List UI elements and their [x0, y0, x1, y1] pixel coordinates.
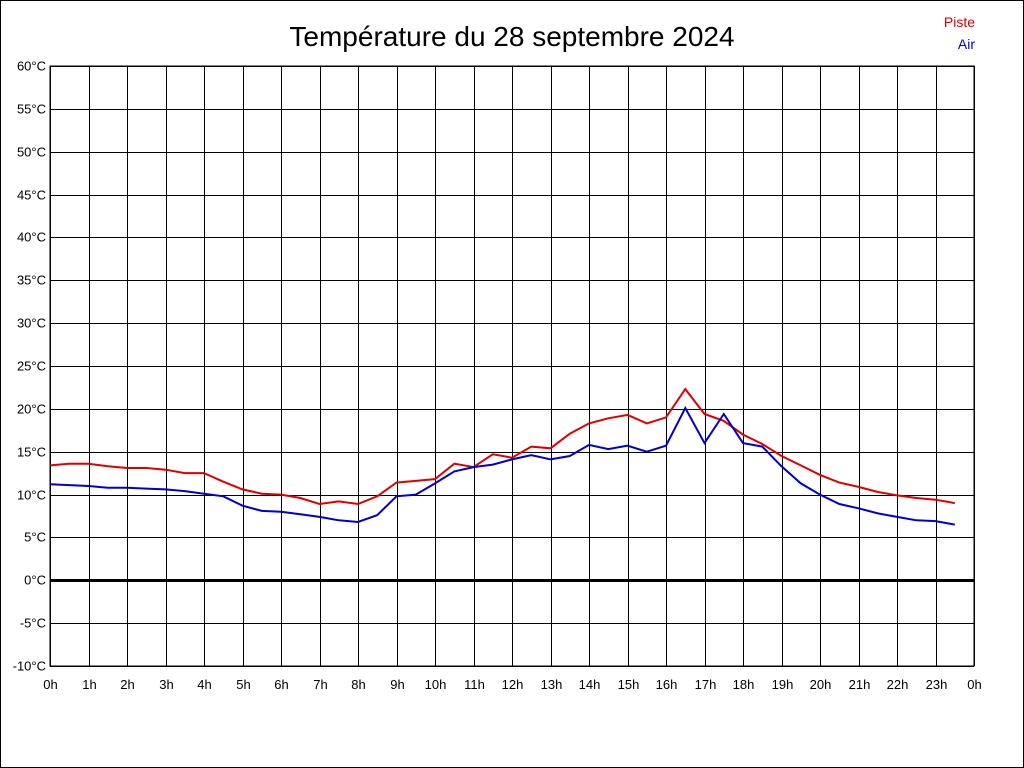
y-tick-label: 50°C — [17, 145, 46, 160]
series-line-piste — [49, 387, 955, 506]
legend-entry-piste: Piste — [944, 14, 975, 30]
x-tick-label: 13h — [541, 677, 563, 692]
x-tick-label: 4h — [197, 677, 211, 692]
x-tick-label: 9h — [390, 677, 404, 692]
x-tick-label: 17h — [695, 677, 717, 692]
x-tick-label: 2h — [120, 677, 134, 692]
x-tick-label: 3h — [159, 677, 173, 692]
chart-title: Température du 28 septembre 2024 — [289, 21, 734, 52]
x-tick-label: 6h — [274, 677, 288, 692]
y-tick-label: 15°C — [17, 445, 46, 460]
x-tick-label: 16h — [656, 677, 678, 692]
x-axis-ticks: 0h 1h 2h 3h 4h 5h 6h 7h 8h 9h 10h 11h 12h 13h 14h 15h 16… — [43, 677, 981, 692]
grid — [49, 65, 975, 667]
y-axis-ticks: 60°C 55°C 50°C 45°C 40°C 35°C 30°C 25°C 20°C 15°C… — [13, 59, 46, 674]
y-tick-label: -10°C — [13, 659, 46, 674]
x-tick-label: 0h — [967, 677, 981, 692]
x-tick-label: 7h — [313, 677, 327, 692]
x-tick-label: 23h — [926, 677, 948, 692]
y-tick-label: -5°C — [20, 616, 46, 631]
x-tick-label: 8h — [351, 677, 365, 692]
y-tick-label: 5°C — [24, 530, 46, 545]
y-tick-label: 25°C — [17, 359, 46, 374]
x-tick-label: 0h — [43, 677, 57, 692]
x-tick-label: 14h — [579, 677, 601, 692]
series-line-air — [49, 405, 955, 526]
x-tick-label: 5h — [236, 677, 250, 692]
x-tick-label: 18h — [733, 677, 755, 692]
legend-entry-air: Air — [958, 36, 975, 52]
x-tick-label: 15h — [618, 677, 640, 692]
y-tick-label: 30°C — [17, 316, 46, 331]
y-tick-label: 45°C — [17, 188, 46, 203]
y-tick-label: 60°C — [17, 59, 46, 74]
y-tick-label: 0°C — [24, 573, 46, 588]
x-tick-label: 10h — [425, 677, 447, 692]
y-tick-label: 20°C — [17, 402, 46, 417]
y-tick-label: 40°C — [17, 230, 46, 245]
x-tick-label: 22h — [887, 677, 909, 692]
y-tick-label: 55°C — [17, 102, 46, 117]
x-tick-label: 19h — [772, 677, 794, 692]
x-tick-label: 21h — [849, 677, 871, 692]
x-tick-label: 20h — [810, 677, 832, 692]
x-tick-label: 1h — [82, 677, 96, 692]
legend: Piste Air — [944, 14, 975, 52]
y-tick-label: 10°C — [17, 488, 46, 503]
x-tick-label: 11h — [464, 677, 485, 692]
y-tick-label: 35°C — [17, 273, 46, 288]
series-lines — [49, 387, 955, 526]
x-tick-label: 12h — [502, 677, 524, 692]
